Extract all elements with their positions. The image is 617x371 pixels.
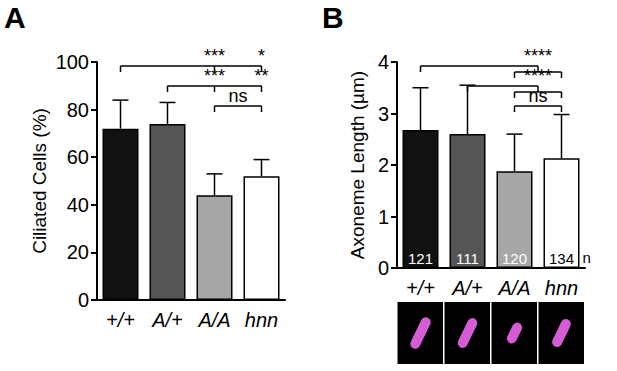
svg-text:ns: ns <box>228 86 247 106</box>
svg-text:120: 120 <box>502 250 527 267</box>
svg-text:A/A: A/A <box>497 277 530 299</box>
svg-text:2: 2 <box>378 154 389 176</box>
svg-text:Axoneme Length (µm): Axoneme Length (µm) <box>347 71 368 259</box>
svg-text:40: 40 <box>67 194 89 216</box>
svg-text:***: *** <box>204 66 225 86</box>
svg-text:***: *** <box>204 46 225 66</box>
svg-text:A/+: A/+ <box>451 277 483 299</box>
svg-text:111: 111 <box>456 250 479 267</box>
svg-text:+/+: +/+ <box>106 309 135 331</box>
svg-text:4: 4 <box>378 51 389 73</box>
svg-text:100: 100 <box>56 51 89 73</box>
svg-text:80: 80 <box>67 99 89 121</box>
svg-text:*: * <box>258 46 265 66</box>
svg-text:****: **** <box>524 46 552 66</box>
svg-text:**: ** <box>254 66 268 86</box>
svg-text:B: B <box>322 1 344 34</box>
svg-text:60: 60 <box>67 146 89 168</box>
svg-text:134: 134 <box>549 250 574 267</box>
svg-text:+/+: +/+ <box>406 277 435 299</box>
svg-text:ns: ns <box>528 86 547 106</box>
svg-text:****: **** <box>524 66 552 86</box>
svg-text:A/A: A/A <box>197 309 230 331</box>
svg-text:hnn: hnn <box>245 309 278 331</box>
svg-text:Ciliated Cells (%): Ciliated Cells (%) <box>29 108 50 254</box>
svg-text:3: 3 <box>378 103 389 125</box>
svg-text:hnn: hnn <box>545 277 578 299</box>
svg-text:A: A <box>4 1 26 34</box>
svg-text:0: 0 <box>78 289 89 311</box>
svg-text:20: 20 <box>67 241 89 263</box>
svg-text:A/+: A/+ <box>151 309 183 331</box>
svg-text:1: 1 <box>378 206 389 228</box>
svg-text:0: 0 <box>378 257 389 279</box>
svg-text:n: n <box>583 249 591 266</box>
svg-text:121: 121 <box>408 250 433 267</box>
